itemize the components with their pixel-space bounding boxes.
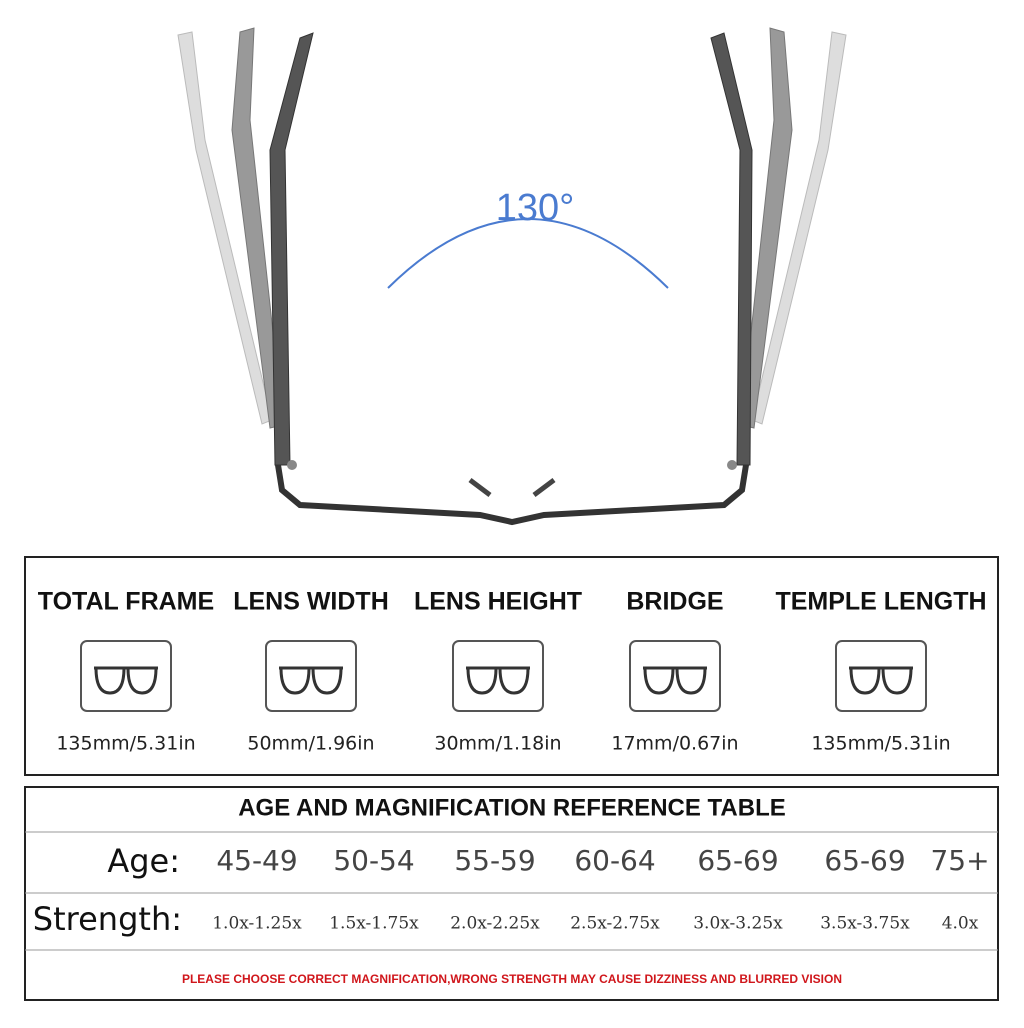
age-value: 65-69 — [824, 844, 905, 877]
measurement-label: BRIDGE — [626, 588, 723, 616]
measurement-value: 17mm/0.67in — [611, 733, 738, 755]
age-value: 55-59 — [454, 844, 535, 877]
age-value: 60-64 — [574, 844, 655, 877]
icon-glasses — [279, 666, 343, 695]
measurement-label: LENS HEIGHT — [414, 588, 582, 616]
icon-glasses — [643, 666, 707, 695]
age-value: 50-54 — [333, 844, 414, 877]
icon-frame — [835, 640, 927, 712]
icon-glasses — [94, 666, 158, 695]
icon-frame — [629, 640, 721, 712]
strength-value: 2.0x-2.25x — [450, 914, 540, 934]
glasses-illustration: 130° — [177, 27, 847, 526]
age-label: Age: — [107, 842, 180, 880]
table-title: AGE AND MAGNIFICATION REFERENCE TABLE — [238, 794, 786, 821]
measurement-label: LENS WIDTH — [233, 588, 389, 616]
icon-glasses — [466, 666, 530, 695]
strength-value: 3.0x-3.25x — [693, 914, 783, 934]
age-value: 45-49 — [216, 844, 297, 877]
measurement-label: TOTAL FRAME — [38, 588, 214, 616]
strength-value: 3.5x-3.75x — [820, 914, 910, 934]
strength-value: 2.5x-2.75x — [570, 914, 660, 934]
measurement-value: 135mm/5.31in — [56, 733, 195, 755]
strength-label: Strength: — [33, 900, 182, 938]
icon-frame — [265, 640, 357, 712]
angle-label: 130° — [496, 187, 575, 229]
warning: PLEASE CHOOSE CORRECT MAGNIFICATION,WRON… — [182, 972, 842, 986]
measurement-box — [24, 556, 999, 776]
icon-frame — [80, 640, 172, 712]
measurement-value: 135mm/5.31in — [811, 733, 950, 755]
icon-frame — [452, 640, 544, 712]
strength-value: 1.5x-1.75x — [329, 914, 419, 934]
strength-value: 4.0x — [942, 914, 979, 934]
measurement-label: TEMPLE LENGTH — [775, 588, 986, 616]
strength-value: 1.0x-1.25x — [212, 914, 302, 934]
age-value: 75+ — [930, 844, 989, 877]
measurement-value: 30mm/1.18in — [434, 733, 561, 755]
icon-glasses — [849, 666, 913, 695]
measurement-value: 50mm/1.96in — [247, 733, 374, 755]
age-value: 65-69 — [697, 844, 778, 877]
